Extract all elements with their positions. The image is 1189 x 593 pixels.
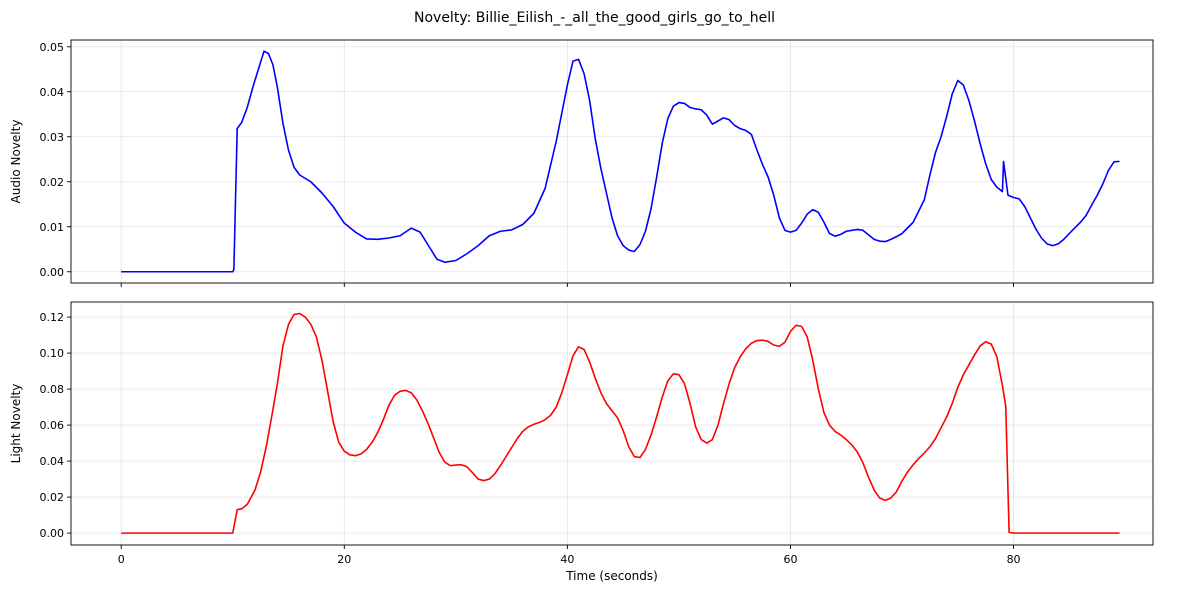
audio-y-tick-label-4: 0.04 <box>40 86 65 99</box>
light-series-line-0 <box>121 312 1120 534</box>
light-x-tick-label-1: 20 <box>337 553 351 566</box>
light-axes-frame <box>70 301 1154 546</box>
light-y-tick-label-0: 0.00 <box>40 527 65 540</box>
light-y-tick-label-6: 0.12 <box>40 311 65 324</box>
light-x-tick-label-4: 80 <box>1007 553 1021 566</box>
light-novelty-panel: 0 20 40 60 80 0.00 0.02 0.04 0.06 0.08 0.10 0.12 Lig… <box>9 301 1154 583</box>
light-y-tick-label-2: 0.04 <box>40 455 65 468</box>
light-x-axis-label: Time (seconds) <box>565 569 658 583</box>
audio-series-line-0 <box>121 50 1120 273</box>
audio-y-tick-label-1: 0.01 <box>40 221 65 234</box>
light-x-tick-label-0: 0 <box>118 553 125 566</box>
figure-title: Novelty: Billie_Eilish_-_all_the_good_gi… <box>414 10 775 26</box>
light-y-tick-label-1: 0.02 <box>40 491 65 504</box>
audio-y-tick-label-3: 0.03 <box>40 131 65 144</box>
light-y-tick-label-3: 0.06 <box>40 419 65 432</box>
light-y-tick-label-4: 0.08 <box>40 383 65 396</box>
audio-y-tick-label-5: 0.05 <box>40 41 65 54</box>
audio-novelty-panel: 0.00 0.01 0.02 0.03 0.04 0.05 Audio Novelty <box>9 39 1154 287</box>
light-x-tick-label-2: 40 <box>560 553 574 566</box>
audio-y-tick-label-0: 0.00 <box>40 266 65 279</box>
light-y-axis-label: Light Novelty <box>9 384 23 464</box>
audio-y-tick-label-2: 0.02 <box>40 176 65 189</box>
light-x-tick-label-3: 60 <box>783 553 797 566</box>
light-y-tick-label-5: 0.10 <box>40 347 65 360</box>
audio-axes-frame <box>70 39 1154 284</box>
audio-y-axis-label: Audio Novelty <box>9 120 23 204</box>
